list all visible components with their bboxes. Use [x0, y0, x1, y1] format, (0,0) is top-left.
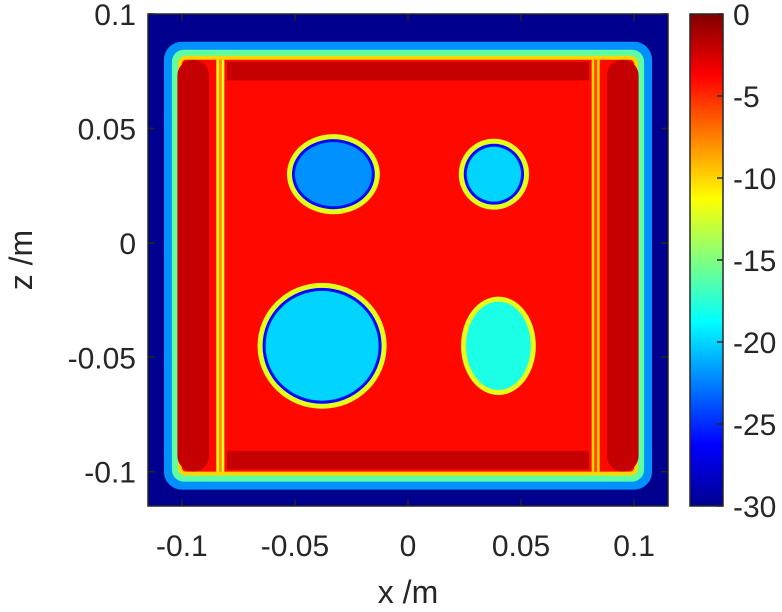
colorbar-ticks: 0 -5 -10 -15 -20 -25 -30 [717, 0, 776, 524]
vertical-bar [606, 59, 639, 472]
hole-center [466, 146, 522, 202]
x-tick-label: -0.1 [156, 530, 208, 563]
plot-area [148, 14, 668, 506]
x-tick-label: 0.05 [492, 530, 550, 563]
colorbar-tick-label: -25 [733, 409, 776, 442]
hole-center [294, 142, 372, 207]
frame-fill [181, 59, 635, 472]
colorbar-tick-label: -15 [733, 245, 776, 278]
y-tick-label: -0.05 [68, 342, 136, 375]
gap-line-core [594, 59, 598, 472]
y-axis-label: z /m [3, 230, 39, 290]
x-tick-label: -0.05 [261, 530, 329, 563]
colorbar: 0 -5 -10 -15 -20 -25 -30 [689, 0, 776, 524]
heatmap-features [163, 41, 653, 490]
horizontal-band [227, 62, 589, 81]
hole-center [265, 290, 379, 401]
x-axis-label: x /m [378, 574, 438, 610]
y-tick-label: 0 [119, 228, 136, 261]
colorbar-tick-label: -30 [733, 491, 776, 524]
y-tick-label: -0.1 [84, 457, 136, 490]
y-tick-label: 0.1 [94, 0, 136, 32]
x-tick-label: 0.1 [613, 530, 655, 563]
colorbar-tick-label: -5 [733, 81, 760, 114]
hole-center [469, 304, 528, 388]
gap-line-core [218, 59, 222, 472]
colorbar-tick-label: -20 [733, 327, 776, 360]
colorbar-tick-label: -10 [733, 163, 776, 196]
y-tick-label: 0.05 [78, 113, 136, 146]
horizontal-band [227, 451, 589, 470]
vertical-bar [177, 59, 210, 472]
colorbar-tick-label: 0 [733, 0, 750, 32]
x-axis-ticks: -0.1 -0.05 0 0.05 0.1 [156, 14, 655, 563]
x-tick-label: 0 [400, 530, 417, 563]
y-axis-ticks: 0.1 0.05 0 -0.05 -0.1 [68, 0, 668, 490]
